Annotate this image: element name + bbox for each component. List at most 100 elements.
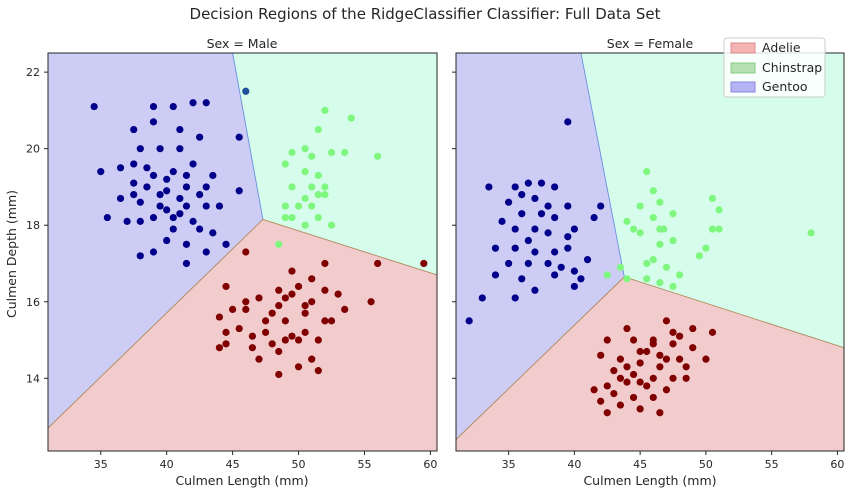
point-gentoo	[149, 102, 158, 111]
point-chinstrap	[281, 160, 289, 168]
point-gentoo	[196, 190, 204, 199]
point-adelie	[669, 374, 677, 382]
point-adelie	[301, 301, 309, 310]
panel-male-plot	[48, 53, 437, 451]
point-chinstrap	[660, 225, 668, 233]
legend-label-gentoo: Gentoo	[762, 79, 808, 94]
point-chinstrap	[669, 210, 677, 218]
point-adelie	[334, 290, 342, 298]
legend: Adelie Chinstrap Gentoo	[723, 37, 826, 98]
point-gentoo	[130, 190, 138, 199]
point-chinstrap	[321, 183, 329, 191]
point-gentoo	[551, 248, 559, 256]
point-chinstrap	[288, 148, 296, 157]
point-adelie	[636, 405, 644, 413]
point-gentoo	[163, 175, 171, 183]
region-gentoo	[456, 53, 625, 440]
legend-swatch-adelie	[730, 42, 756, 54]
point-adelie	[689, 324, 697, 333]
point-adelie	[321, 317, 329, 325]
point-chinstrap	[629, 225, 638, 233]
point-chinstrap	[308, 202, 316, 210]
point-gentoo	[551, 213, 559, 222]
point-adelie	[675, 332, 684, 340]
point-adelie	[281, 336, 289, 344]
point-gentoo	[235, 133, 243, 141]
point-adelie	[314, 336, 322, 344]
panel-male-axes: 35 40 45 50 55 60 14 16 18 20 22	[26, 66, 437, 471]
point-gentoo	[136, 198, 144, 206]
point-adelie	[636, 378, 644, 386]
panel-female-title: Sex = Female	[607, 36, 694, 51]
region-gentoo	[48, 53, 263, 429]
point-gentoo	[182, 202, 191, 210]
point-chinstrap	[321, 106, 329, 115]
point-adelie	[261, 317, 270, 325]
panel-female-xlabel: Culmen Length (mm)	[583, 473, 716, 488]
point-gentoo	[156, 145, 164, 153]
point-chinstrap	[708, 225, 717, 233]
point-gentoo	[143, 183, 151, 191]
point-adelie	[623, 378, 631, 386]
point-gentoo	[169, 168, 177, 176]
point-gentoo	[209, 229, 217, 237]
point-adelie	[301, 309, 309, 317]
point-adelie	[629, 370, 638, 379]
point-chinstrap	[656, 279, 664, 287]
point-chinstrap	[314, 190, 322, 199]
point-adelie	[656, 351, 664, 359]
point-gentoo	[531, 194, 539, 203]
panel-female-plot	[456, 53, 844, 451]
point-gentoo	[149, 118, 158, 126]
point-chinstrap	[288, 183, 296, 191]
y-tick-label: 22	[26, 66, 40, 79]
point-chinstrap	[715, 206, 723, 214]
point-adelie	[649, 393, 657, 402]
point-gentoo	[583, 256, 592, 264]
point-chinstrap	[294, 202, 303, 210]
x-tick-label: 55	[357, 458, 371, 471]
y-tick-label: 20	[26, 143, 40, 156]
point-chinstrap	[288, 213, 296, 222]
point-adelie	[235, 324, 243, 333]
point-chinstrap	[807, 229, 815, 237]
x-tick-label: 60	[830, 458, 844, 471]
x-tick-label: 55	[765, 458, 779, 471]
point-adelie	[222, 340, 230, 348]
point-chinstrap	[649, 187, 657, 195]
point-adelie	[294, 336, 303, 344]
point-gentoo	[202, 248, 210, 256]
point-adelie	[222, 282, 230, 291]
point-adelie	[603, 409, 611, 417]
point-adelie	[623, 324, 631, 333]
point-chinstrap	[275, 240, 283, 248]
point-gentoo	[189, 217, 197, 225]
point-adelie	[610, 367, 618, 375]
point-gentoo	[103, 213, 111, 222]
point-gentoo	[169, 225, 177, 233]
point-gentoo	[97, 168, 105, 176]
point-chinstrap	[314, 213, 322, 222]
point-gentoo	[90, 102, 98, 111]
point-chinstrap	[314, 125, 322, 134]
point-chinstrap	[675, 271, 684, 279]
point-gentoo	[130, 179, 138, 187]
point-adelie	[229, 305, 237, 314]
point-chinstrap	[656, 240, 664, 248]
point-chinstrap	[308, 183, 316, 191]
boundary-chinstrap-adelie	[262, 219, 437, 276]
boundary-gentoo-chinstrap	[580, 53, 625, 277]
point-adelie	[321, 259, 329, 268]
point-chinstrap	[669, 236, 677, 245]
point-gentoo	[163, 187, 171, 195]
point-adelie	[255, 355, 263, 363]
point-adelie	[242, 305, 250, 314]
boundary-gentoo-adelie	[456, 276, 625, 440]
point-adelie	[616, 355, 625, 363]
point-chinstrap	[281, 213, 289, 222]
point-gentoo	[531, 248, 539, 256]
point-adelie	[294, 363, 303, 371]
point-adelie	[268, 309, 276, 317]
point-adelie	[597, 351, 605, 359]
point-gentoo	[577, 275, 585, 283]
